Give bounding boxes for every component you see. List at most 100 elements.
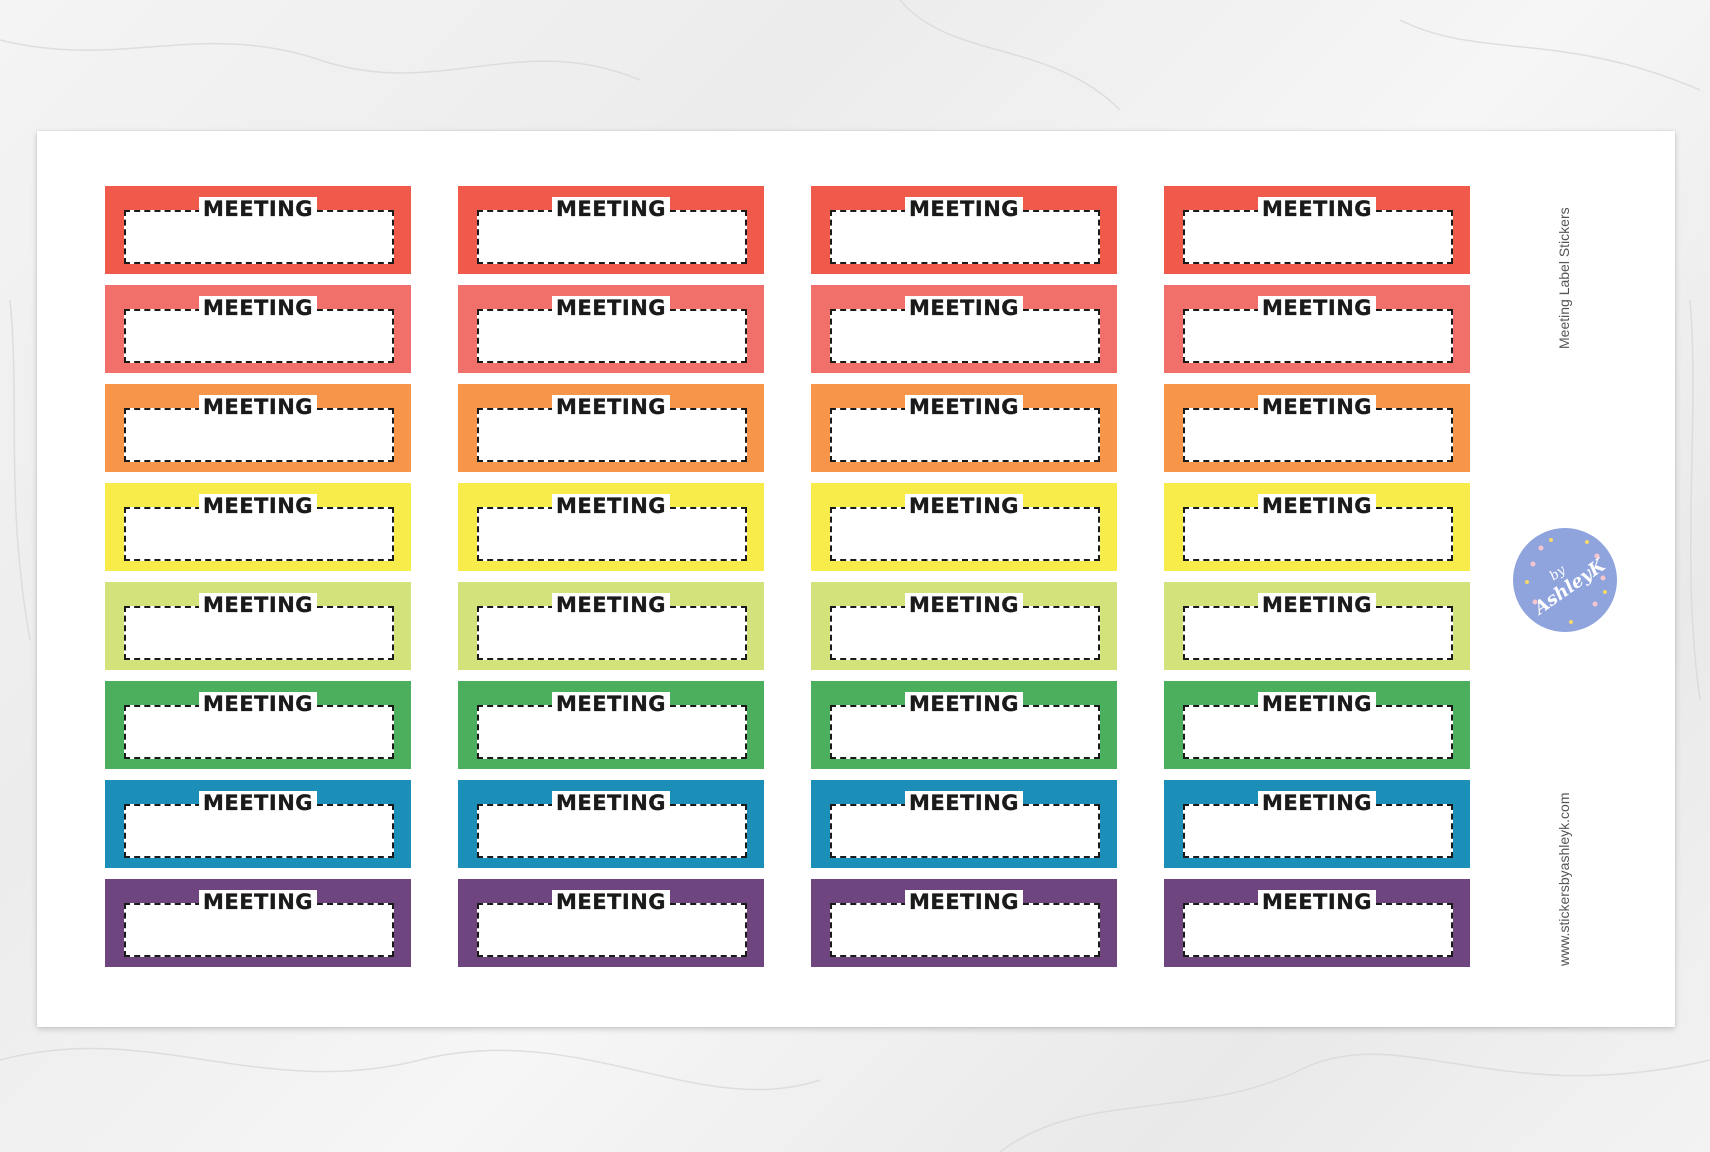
sticker-label-wrap: MEETING (811, 197, 1117, 221)
meeting-sticker: MEETING (105, 780, 411, 868)
meeting-sticker: MEETING (458, 681, 764, 769)
sticker-label: MEETING (904, 395, 1024, 419)
meeting-sticker: MEETING (1164, 780, 1470, 868)
sticker-label: MEETING (551, 494, 671, 518)
meeting-sticker: MEETING (105, 582, 411, 670)
meeting-sticker: MEETING (105, 879, 411, 967)
meeting-sticker: MEETING (1164, 879, 1470, 967)
sticker-label-wrap: MEETING (811, 296, 1117, 320)
writing-box (477, 408, 747, 462)
sticker-label: MEETING (904, 692, 1024, 716)
meeting-sticker: MEETING (811, 780, 1117, 868)
meeting-sticker: MEETING (1164, 285, 1470, 373)
sticker-label-wrap: MEETING (458, 593, 764, 617)
sticker-label-wrap: MEETING (1164, 395, 1470, 419)
sticker-label: MEETING (198, 395, 318, 419)
sticker-label: MEETING (904, 791, 1024, 815)
website-url: www.stickersbyashleyk.com (1556, 792, 1572, 967)
meeting-sticker: MEETING (811, 483, 1117, 571)
sticker-label-wrap: MEETING (1164, 494, 1470, 518)
sticker-label-wrap: MEETING (105, 791, 411, 815)
sticker-label-wrap: MEETING (811, 593, 1117, 617)
sticker-label-wrap: MEETING (1164, 296, 1470, 320)
sticker-label: MEETING (551, 791, 671, 815)
sticker-label-wrap: MEETING (105, 692, 411, 716)
sticker-label: MEETING (904, 296, 1024, 320)
meeting-sticker: MEETING (1164, 186, 1470, 274)
sticker-label: MEETING (1257, 395, 1377, 419)
meeting-sticker: MEETING (105, 483, 411, 571)
sticker-label: MEETING (904, 593, 1024, 617)
sticker-label: MEETING (198, 197, 318, 221)
sticker-label: MEETING (1257, 593, 1377, 617)
sticker-label: MEETING (1257, 296, 1377, 320)
sticker-label-wrap: MEETING (1164, 197, 1470, 221)
meeting-sticker: MEETING (458, 384, 764, 472)
meeting-sticker: MEETING (458, 186, 764, 274)
meeting-sticker: MEETING (1164, 582, 1470, 670)
meeting-sticker: MEETING (811, 384, 1117, 472)
meeting-sticker: MEETING (105, 285, 411, 373)
sticker-label: MEETING (198, 494, 318, 518)
sticker-label-wrap: MEETING (1164, 890, 1470, 914)
meeting-sticker: MEETING (458, 879, 764, 967)
sticker-label-wrap: MEETING (1164, 791, 1470, 815)
sticker-label-wrap: MEETING (105, 890, 411, 914)
sticker-label-wrap: MEETING (458, 197, 764, 221)
sticker-label-wrap: MEETING (458, 395, 764, 419)
meeting-sticker: MEETING (1164, 483, 1470, 571)
meeting-sticker: MEETING (458, 582, 764, 670)
meeting-sticker: MEETING (1164, 384, 1470, 472)
meeting-sticker: MEETING (811, 681, 1117, 769)
sticker-label-wrap: MEETING (105, 395, 411, 419)
sticker-label-wrap: MEETING (458, 296, 764, 320)
sticker-label-wrap: MEETING (105, 494, 411, 518)
sticker-label: MEETING (904, 494, 1024, 518)
meeting-sticker: MEETING (1164, 681, 1470, 769)
sticker-label: MEETING (198, 296, 318, 320)
writing-box (830, 804, 1100, 858)
sticker-label: MEETING (904, 197, 1024, 221)
sticker-label-wrap: MEETING (458, 791, 764, 815)
sticker-label: MEETING (1257, 692, 1377, 716)
meeting-sticker: MEETING (105, 384, 411, 472)
sticker-label-wrap: MEETING (458, 494, 764, 518)
sticker-label: MEETING (551, 692, 671, 716)
sticker-label-wrap: MEETING (105, 593, 411, 617)
sticker-label-wrap: MEETING (811, 791, 1117, 815)
sticker-label: MEETING (1257, 890, 1377, 914)
sheet-title: Meeting Label Stickers (1556, 207, 1572, 349)
sticker-label-wrap: MEETING (105, 197, 411, 221)
ashleyk-logo: by AshleyK (1513, 528, 1617, 632)
sticker-label-wrap: MEETING (811, 692, 1117, 716)
sticker-label-wrap: MEETING (1164, 593, 1470, 617)
sticker-label-wrap: MEETING (811, 395, 1117, 419)
sticker-label: MEETING (904, 890, 1024, 914)
sticker-label: MEETING (551, 296, 671, 320)
sticker-label: MEETING (551, 197, 671, 221)
meeting-sticker: MEETING (105, 186, 411, 274)
sticker-label: MEETING (198, 692, 318, 716)
sticker-label-wrap: MEETING (811, 494, 1117, 518)
meeting-sticker: MEETING (811, 582, 1117, 670)
meeting-sticker: MEETING (458, 285, 764, 373)
sticker-label: MEETING (551, 395, 671, 419)
writing-box (124, 903, 394, 957)
meeting-sticker: MEETING (458, 483, 764, 571)
sticker-label-wrap: MEETING (458, 890, 764, 914)
sticker-label-wrap: MEETING (105, 296, 411, 320)
sticker-label-wrap: MEETING (1164, 692, 1470, 716)
sticker-label: MEETING (198, 890, 318, 914)
meeting-sticker: MEETING (811, 879, 1117, 967)
sticker-sheet: MEETING MEETING MEETING MEETING MEETING MEETI… (37, 131, 1675, 1027)
sticker-label-wrap: MEETING (458, 692, 764, 716)
sticker-label: MEETING (198, 593, 318, 617)
sticker-label: MEETING (1257, 791, 1377, 815)
sticker-label: MEETING (1257, 197, 1377, 221)
meeting-sticker: MEETING (811, 285, 1117, 373)
sticker-label-wrap: MEETING (811, 890, 1117, 914)
sticker-label: MEETING (1257, 494, 1377, 518)
meeting-sticker: MEETING (458, 780, 764, 868)
sticker-label: MEETING (551, 890, 671, 914)
sticker-label: MEETING (198, 791, 318, 815)
